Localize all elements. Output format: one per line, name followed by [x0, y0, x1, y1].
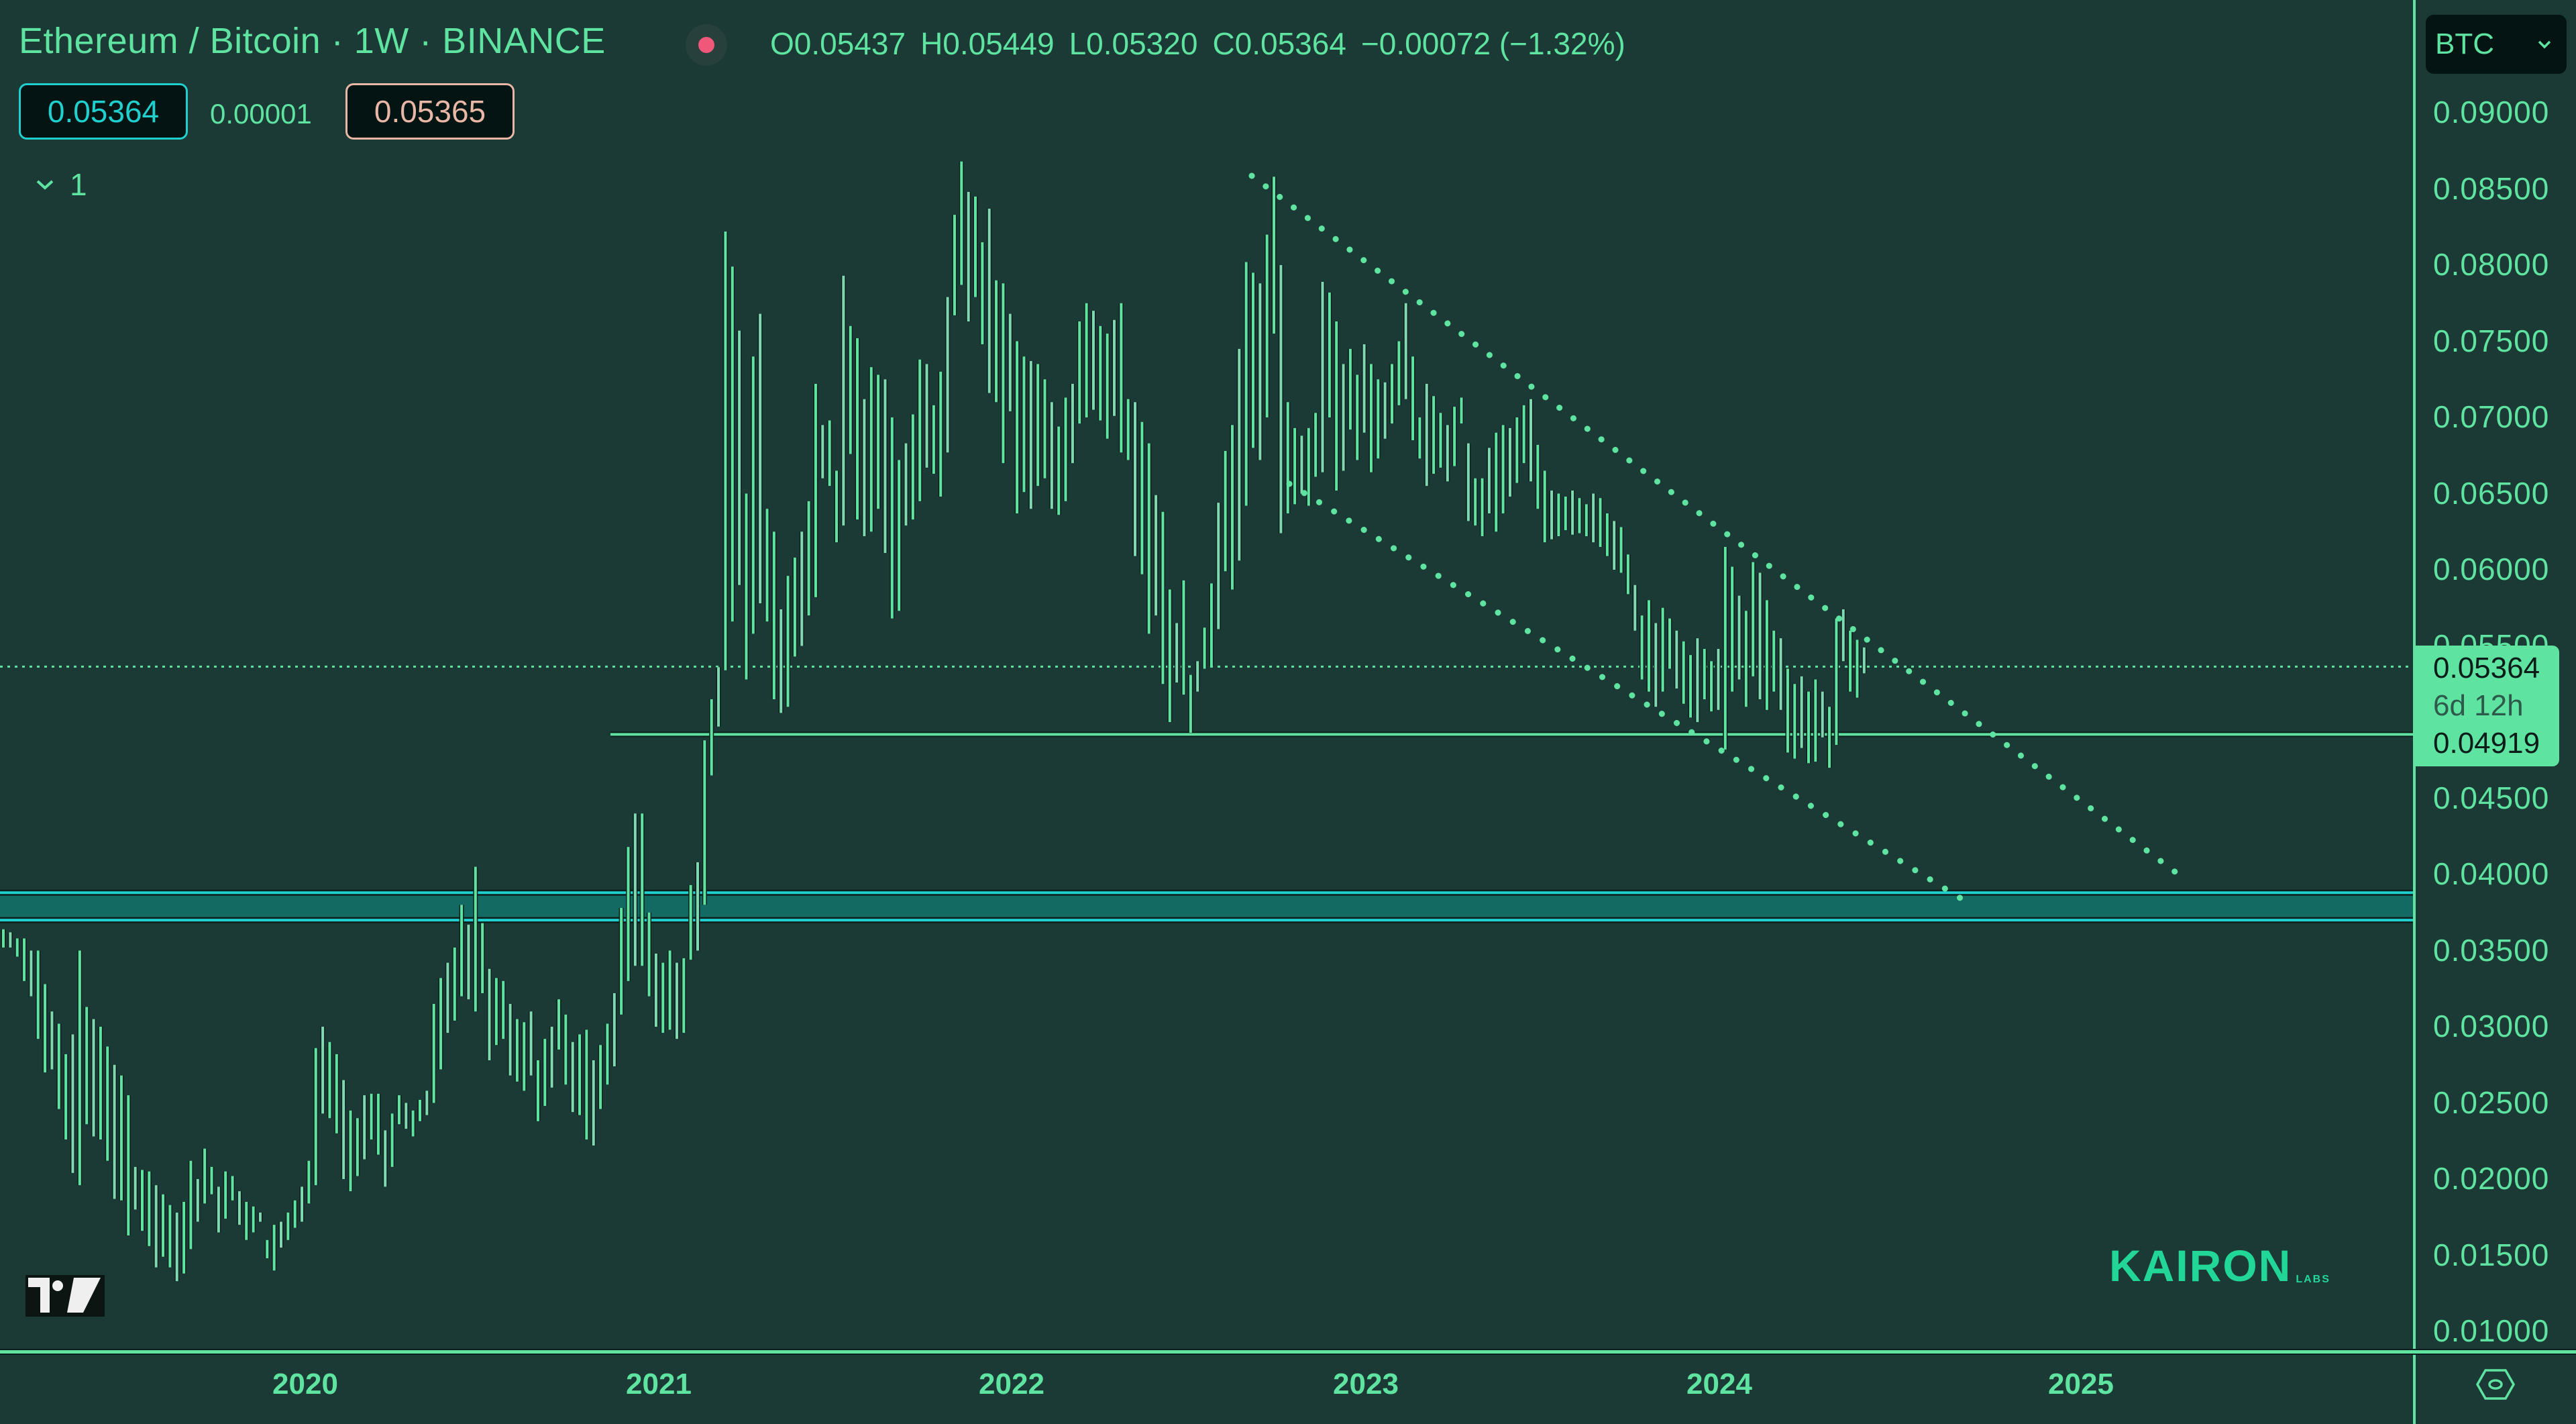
ohlc-open: O0.05437	[770, 26, 906, 61]
price-axis-label: 0.07000	[2433, 399, 2550, 434]
watermark-text: KAIRON	[2109, 1241, 2292, 1290]
spread-value: 0.00001	[210, 98, 312, 130]
ohlc-high: H0.05449	[920, 26, 1055, 61]
market-status-indicator[interactable]	[686, 24, 727, 66]
price-axis-label: 0.06500	[2433, 475, 2550, 511]
indicators-toggle[interactable]: 1	[35, 166, 87, 203]
support-band	[0, 889, 2413, 923]
chart-title[interactable]: Ethereum / Bitcoin · 1W · BINANCE	[19, 21, 606, 61]
price-axis-border	[2413, 0, 2416, 1424]
buy-price-button[interactable]: 0.05365	[345, 83, 515, 140]
price-axis-label: 0.04500	[2433, 780, 2550, 815]
time-axis-border	[0, 1350, 2576, 1354]
live-dot-icon	[698, 37, 714, 53]
price-axis-label: 0.08000	[2433, 247, 2550, 282]
chevron-down-icon	[36, 180, 54, 190]
bar-countdown: 6d 12h	[2433, 689, 2524, 722]
horizontal-line-price: 0.04919	[2433, 727, 2540, 760]
price-axis-label: 0.03500	[2433, 932, 2550, 968]
kairon-labs-watermark: KAIRON LABS	[2109, 1240, 2330, 1291]
price-axis-label: 0.08500	[2433, 170, 2550, 206]
ohlc-legend: O0.05437 H0.05449 L0.05320 C0.05364 −0.00072…	[770, 26, 1640, 62]
time-axis-label: 2022	[979, 1368, 1044, 1401]
time-axis-label: 2023	[1333, 1368, 1399, 1401]
time-axis-label: 2025	[2048, 1368, 2114, 1401]
ohlc-close: C0.05364	[1212, 26, 1346, 61]
last-price-tag: 0.05364 6d 12h 0.04919	[2416, 646, 2559, 766]
last-price-value: 0.05364	[2433, 652, 2540, 684]
descending-channel-lines	[1248, 172, 2186, 903]
sell-price-button[interactable]: 0.05364	[19, 83, 188, 140]
ohlc-bars	[1, 161, 1867, 1282]
price-axis-label: 0.03000	[2433, 1009, 2550, 1044]
settings-icon[interactable]	[2475, 1368, 2516, 1401]
tradingview-logo-icon[interactable]	[24, 1272, 105, 1318]
time-axis-label: 2021	[626, 1368, 692, 1401]
price-axis-label: 0.07500	[2433, 323, 2550, 358]
ohlc-low: L0.05320	[1069, 26, 1198, 61]
price-axis-label: 0.01000	[2433, 1313, 2550, 1348]
price-axis-label: 0.06000	[2433, 552, 2550, 587]
currency-select-value: BTC	[2435, 28, 2494, 60]
time-axis-label: 2020	[272, 1368, 338, 1401]
price-axis-label: 0.09000	[2433, 95, 2550, 130]
price-axis-label: 0.01500	[2433, 1237, 2550, 1272]
price-axis-label: 0.02000	[2433, 1161, 2550, 1196]
currency-select[interactable]: BTC	[2426, 15, 2567, 74]
ohlc-change: −0.00072 (−1.32%)	[1360, 26, 1625, 61]
chevron-down-icon	[2538, 40, 2551, 49]
price-axis-label: 0.02500	[2433, 1084, 2550, 1120]
time-axis-label: 2024	[1686, 1368, 1752, 1401]
watermark-subtext: LABS	[2296, 1274, 2330, 1285]
indicators-count: 1	[70, 167, 87, 202]
price-chart[interactable]	[0, 0, 2413, 1350]
price-axis-label: 0.04000	[2433, 856, 2550, 891]
